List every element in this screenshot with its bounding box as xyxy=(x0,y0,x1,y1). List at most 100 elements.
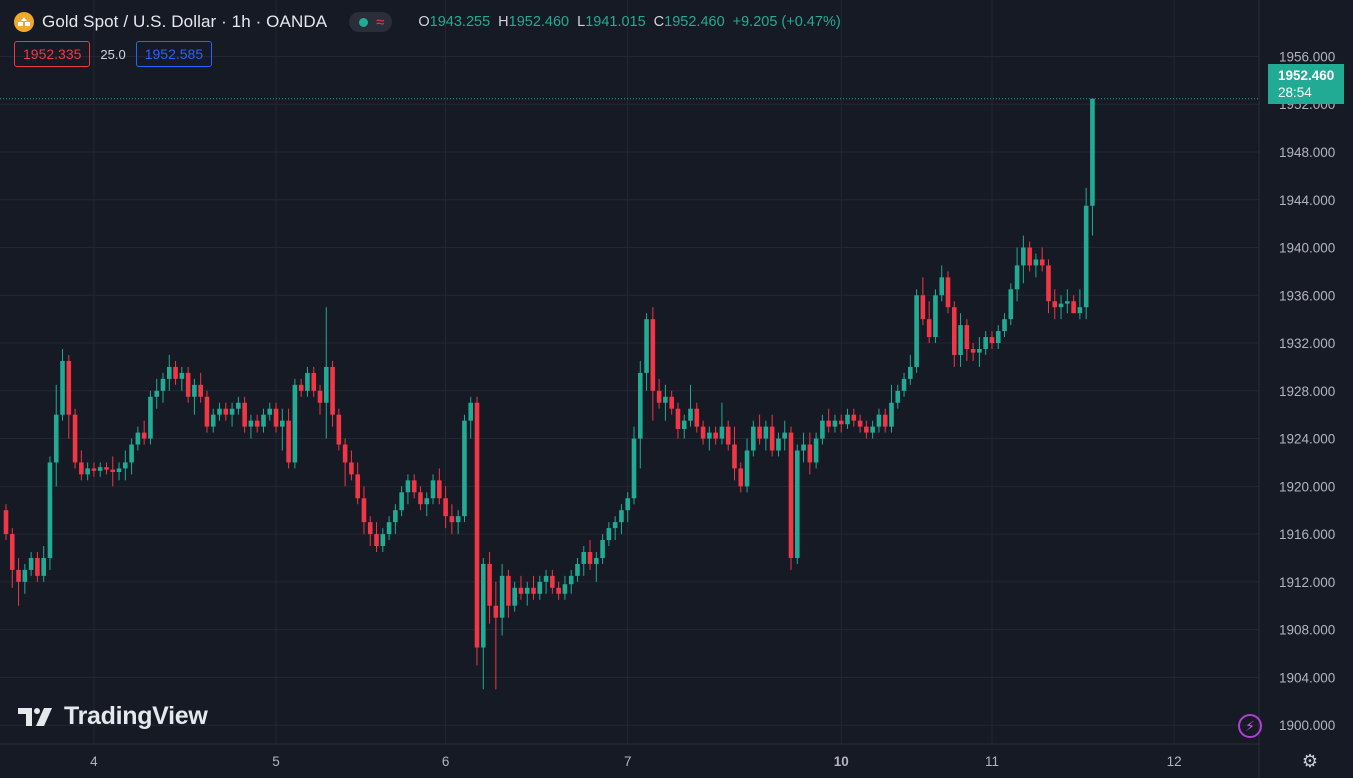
candle-body xyxy=(977,349,982,353)
candle-down xyxy=(738,462,744,493)
candle-body xyxy=(9,534,15,570)
lightning-icon[interactable]: ⚡ xyxy=(1238,714,1262,738)
ohlc-low: L1941.015 xyxy=(577,14,646,30)
candle-down xyxy=(254,414,260,433)
buy-button[interactable]: 1952.585 xyxy=(135,41,213,67)
time-tick-label: 6 xyxy=(442,754,450,769)
candle-body xyxy=(663,396,668,403)
candle-body xyxy=(499,575,505,618)
candle-body xyxy=(713,432,718,439)
candle-body xyxy=(1052,301,1058,308)
candle-body xyxy=(53,414,59,463)
status-badges[interactable]: ≈ xyxy=(349,12,393,32)
candle-up xyxy=(581,546,587,576)
candle-body xyxy=(882,414,888,427)
candle-up xyxy=(236,396,241,415)
candle-down xyxy=(1071,295,1076,314)
candle-up xyxy=(393,504,398,535)
candle-down xyxy=(242,396,247,433)
candle-body xyxy=(970,349,976,353)
candle-body xyxy=(468,402,474,421)
candle-down xyxy=(91,462,97,477)
candle-body xyxy=(707,432,712,439)
candle-body xyxy=(751,426,756,451)
time-axis[interactable]: 4 5 6 7 10 11 12 xyxy=(90,754,1181,769)
candle-down xyxy=(713,426,718,445)
candle-body xyxy=(141,432,147,439)
price-tick-label: 1920.000 xyxy=(1279,479,1335,494)
candle-up xyxy=(1083,187,1089,320)
candle-body xyxy=(851,414,857,421)
candle-body xyxy=(35,557,40,576)
candle-body xyxy=(386,522,392,535)
candle-up xyxy=(53,384,59,487)
candle-down xyxy=(367,516,373,547)
candle-body xyxy=(16,569,21,582)
candle-body xyxy=(694,408,700,427)
candle-down xyxy=(110,456,116,487)
candle-up xyxy=(637,360,643,469)
candle-body xyxy=(493,605,499,618)
price-axis[interactable]: 1900.000 1904.000 1908.000 1912.000 1916.000… xyxy=(1279,49,1335,733)
candle-up xyxy=(1090,98,1095,236)
candle-body xyxy=(123,462,128,469)
candle-up xyxy=(995,325,1001,350)
candle-down xyxy=(656,378,662,409)
candle-up xyxy=(267,402,273,421)
candle-body xyxy=(612,522,618,529)
tradingview-logo[interactable]: TradingView xyxy=(18,702,208,731)
candle-body xyxy=(342,444,348,463)
last-price-label: 1952.460 28:54 xyxy=(1268,64,1344,104)
candle-body xyxy=(1021,247,1026,266)
candle-body xyxy=(437,480,442,499)
candle-up xyxy=(323,307,329,439)
candle-up xyxy=(1002,313,1007,338)
price-tick-label: 1928.000 xyxy=(1279,384,1335,399)
tradingview-logo-icon xyxy=(18,707,52,726)
candle-body xyxy=(769,426,775,451)
candle-body xyxy=(543,575,549,582)
candle-body xyxy=(116,468,122,472)
candle-up xyxy=(85,462,90,481)
candle-body xyxy=(135,432,141,445)
candle-body xyxy=(506,575,511,606)
candle-down xyxy=(970,343,976,361)
tradingview-wordmark: TradingView xyxy=(64,702,208,730)
candle-up xyxy=(681,414,687,439)
candle-body xyxy=(832,420,838,427)
candle-down xyxy=(650,307,656,421)
candle-up xyxy=(939,265,945,302)
symbol-title[interactable]: Gold Spot / U.S. Dollar · 1h · OANDA xyxy=(42,12,328,31)
candle-up xyxy=(97,462,103,477)
candle-up xyxy=(462,414,467,523)
candle-up xyxy=(594,551,599,582)
candle-body xyxy=(675,408,681,430)
candle-body xyxy=(367,522,373,535)
candle-body xyxy=(280,420,285,427)
candle-up xyxy=(192,378,197,415)
candle-body xyxy=(424,498,430,505)
candle-up xyxy=(801,432,806,463)
candle-down xyxy=(506,569,511,618)
candle-body xyxy=(305,372,310,391)
status-dot-icon xyxy=(359,17,369,27)
candle-up xyxy=(380,528,386,552)
candle-body xyxy=(104,467,109,470)
settings-icon[interactable]: ⚙ xyxy=(1301,751,1319,771)
candle-down xyxy=(185,366,191,403)
candle-body xyxy=(210,414,216,427)
candle-up xyxy=(480,557,486,690)
time-tick-label: 5 xyxy=(272,754,280,769)
candle-body xyxy=(355,474,360,499)
candle-down xyxy=(694,402,700,433)
candle-body xyxy=(782,432,788,439)
candle-body xyxy=(857,420,863,427)
candle-body xyxy=(85,468,90,475)
candle-up xyxy=(248,414,254,439)
sell-button[interactable]: 1952.335 xyxy=(14,41,91,67)
price-tick-label: 1936.000 xyxy=(1279,288,1335,303)
candle-body xyxy=(738,468,744,487)
candle-body xyxy=(22,569,28,582)
candle-body xyxy=(323,366,329,403)
